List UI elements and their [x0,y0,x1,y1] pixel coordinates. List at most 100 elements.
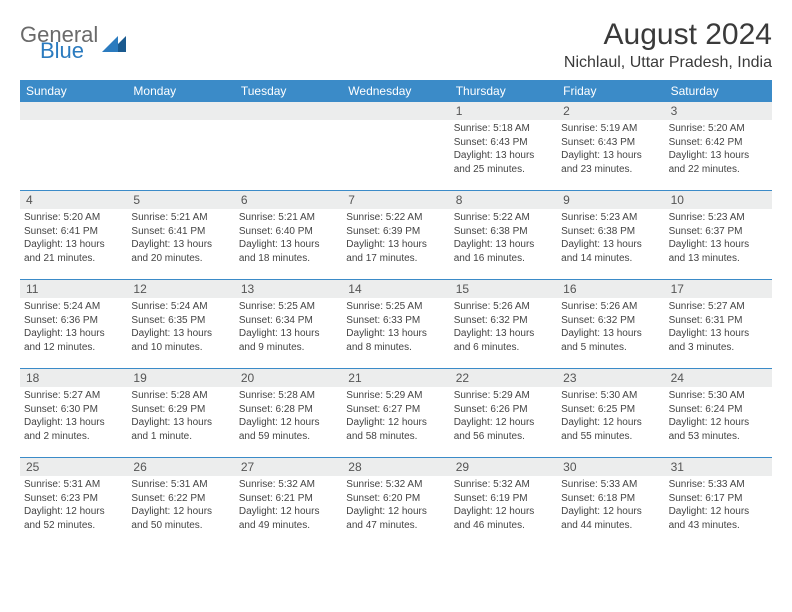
day-number: 2 [557,102,664,120]
day-number: 26 [127,458,234,476]
calendar: SundayMondayTuesdayWednesdayThursdayFrid… [20,80,772,546]
day-cell: 5 Sunrise: 5:21 AMSunset: 6:41 PMDaylight… [127,191,234,279]
day-details: Sunrise: 5:31 AMSunset: 6:23 PMDaylight:… [24,478,123,532]
day-details: Sunrise: 5:27 AMSunset: 6:31 PMDaylight:… [669,300,768,354]
day-details: Sunrise: 5:33 AMSunset: 6:18 PMDaylight:… [561,478,660,532]
day-details: Sunrise: 5:19 AMSunset: 6:43 PMDaylight:… [561,122,660,176]
day-details: Sunrise: 5:31 AMSunset: 6:22 PMDaylight:… [131,478,230,532]
day-cell: 12 Sunrise: 5:24 AMSunset: 6:35 PMDayligh… [127,280,234,368]
day-number: 10 [665,191,772,209]
calendar-week: 18 Sunrise: 5:27 AMSunset: 6:30 PMDayligh… [20,369,772,458]
day-details: Sunrise: 5:29 AMSunset: 6:27 PMDaylight:… [346,389,445,443]
day-number: 24 [665,369,772,387]
logo-text-blue: Blue [40,40,98,62]
day-details: Sunrise: 5:28 AMSunset: 6:29 PMDaylight:… [131,389,230,443]
day-details: Sunrise: 5:20 AMSunset: 6:41 PMDaylight:… [24,211,123,265]
day-number: 18 [20,369,127,387]
day-number: 27 [235,458,342,476]
day-details: Sunrise: 5:26 AMSunset: 6:32 PMDaylight:… [454,300,553,354]
weekday-label: Saturday [665,80,772,102]
day-cell: 19 Sunrise: 5:28 AMSunset: 6:29 PMDayligh… [127,369,234,457]
day-number-empty [342,102,449,120]
day-cell [342,102,449,190]
day-details: Sunrise: 5:20 AMSunset: 6:42 PMDaylight:… [669,122,768,176]
day-number-empty [127,102,234,120]
day-number: 5 [127,191,234,209]
day-number: 17 [665,280,772,298]
day-cell: 22 Sunrise: 5:29 AMSunset: 6:26 PMDayligh… [450,369,557,457]
day-cell: 11 Sunrise: 5:24 AMSunset: 6:36 PMDayligh… [20,280,127,368]
day-number: 12 [127,280,234,298]
day-number: 28 [342,458,449,476]
day-cell: 6Sunrise: 5:21 AMSunset: 6:40 PMDaylight… [235,191,342,279]
day-details: Sunrise: 5:24 AMSunset: 6:35 PMDaylight:… [131,300,230,354]
day-number: 3 [665,102,772,120]
day-details: Sunrise: 5:18 AMSunset: 6:43 PMDaylight:… [454,122,553,176]
page-title: August 2024 [564,18,772,52]
day-details: Sunrise: 5:32 AMSunset: 6:20 PMDaylight:… [346,478,445,532]
weekday-label: Thursday [450,80,557,102]
day-details: Sunrise: 5:23 AMSunset: 6:37 PMDaylight:… [669,211,768,265]
weekday-header-row: SundayMondayTuesdayWednesdayThursdayFrid… [20,80,772,102]
day-cell: 14Sunrise: 5:25 AMSunset: 6:33 PMDayligh… [342,280,449,368]
weekday-label: Friday [557,80,664,102]
day-number-empty [235,102,342,120]
day-cell: 13 Sunrise: 5:25 AMSunset: 6:34 PMDayligh… [235,280,342,368]
day-cell: 31 Sunrise: 5:33 AMSunset: 6:17 PMDayligh… [665,458,772,546]
day-details: Sunrise: 5:29 AMSunset: 6:26 PMDaylight:… [454,389,553,443]
day-number: 11 [20,280,127,298]
day-cell [127,102,234,190]
day-details: Sunrise: 5:22 AMSunset: 6:38 PMDaylight:… [454,211,553,265]
day-details: Sunrise: 5:25 AMSunset: 6:34 PMDaylight:… [239,300,338,354]
day-cell: 18 Sunrise: 5:27 AMSunset: 6:30 PMDayligh… [20,369,127,457]
day-cell: 9 Sunrise: 5:23 AMSunset: 6:38 PMDaylight… [557,191,664,279]
day-cell: 23 Sunrise: 5:30 AMSunset: 6:25 PMDayligh… [557,369,664,457]
day-details: Sunrise: 5:25 AMSunset: 6:33 PMDaylight:… [346,300,445,354]
day-cell: 10 Sunrise: 5:23 AMSunset: 6:37 PMDayligh… [665,191,772,279]
weekday-label: Wednesday [342,80,449,102]
day-details: Sunrise: 5:32 AMSunset: 6:19 PMDaylight:… [454,478,553,532]
day-cell: 15Sunrise: 5:26 AMSunset: 6:32 PMDayligh… [450,280,557,368]
day-details: Sunrise: 5:28 AMSunset: 6:28 PMDaylight:… [239,389,338,443]
day-cell: 8 Sunrise: 5:22 AMSunset: 6:38 PMDaylight… [450,191,557,279]
day-number: 13 [235,280,342,298]
day-cell: 30Sunrise: 5:33 AMSunset: 6:18 PMDayligh… [557,458,664,546]
day-cell: 1 Sunrise: 5:18 AMSunset: 6:43 PMDaylight… [450,102,557,190]
day-number: 23 [557,369,664,387]
day-number: 7 [342,191,449,209]
day-cell: 2 Sunrise: 5:19 AMSunset: 6:43 PMDaylight… [557,102,664,190]
day-details: Sunrise: 5:27 AMSunset: 6:30 PMDaylight:… [24,389,123,443]
day-details: Sunrise: 5:21 AMSunset: 6:41 PMDaylight:… [131,211,230,265]
day-cell: 29Sunrise: 5:32 AMSunset: 6:19 PMDayligh… [450,458,557,546]
day-number: 31 [665,458,772,476]
day-cell: 27Sunrise: 5:32 AMSunset: 6:21 PMDayligh… [235,458,342,546]
calendar-week: 4 Sunrise: 5:20 AMSunset: 6:41 PMDaylight… [20,191,772,280]
day-cell: 24 Sunrise: 5:30 AMSunset: 6:24 PMDayligh… [665,369,772,457]
day-cell: 28 Sunrise: 5:32 AMSunset: 6:20 PMDayligh… [342,458,449,546]
day-details: Sunrise: 5:30 AMSunset: 6:25 PMDaylight:… [561,389,660,443]
day-cell: 17 Sunrise: 5:27 AMSunset: 6:31 PMDayligh… [665,280,772,368]
day-number: 9 [557,191,664,209]
day-number: 19 [127,369,234,387]
day-number: 4 [20,191,127,209]
day-number: 22 [450,369,557,387]
day-cell: 20Sunrise: 5:28 AMSunset: 6:28 PMDayligh… [235,369,342,457]
title-block: August 2024 Nichlaul, Uttar Pradesh, Ind… [564,18,772,72]
day-number: 8 [450,191,557,209]
calendar-body: 1 Sunrise: 5:18 AMSunset: 6:43 PMDaylight… [20,102,772,546]
calendar-week: 25 Sunrise: 5:31 AMSunset: 6:23 PMDayligh… [20,458,772,546]
day-number: 1 [450,102,557,120]
day-cell: 16Sunrise: 5:26 AMSunset: 6:32 PMDayligh… [557,280,664,368]
day-details: Sunrise: 5:33 AMSunset: 6:17 PMDaylight:… [669,478,768,532]
weekday-label: Tuesday [235,80,342,102]
logo: General Blue [20,18,126,62]
day-number: 6 [235,191,342,209]
header: General Blue August 2024 Nichlaul, Uttar… [20,18,772,72]
day-cell: 25 Sunrise: 5:31 AMSunset: 6:23 PMDayligh… [20,458,127,546]
day-details: Sunrise: 5:30 AMSunset: 6:24 PMDaylight:… [669,389,768,443]
calendar-week: 1 Sunrise: 5:18 AMSunset: 6:43 PMDaylight… [20,102,772,191]
day-details: Sunrise: 5:23 AMSunset: 6:38 PMDaylight:… [561,211,660,265]
day-number: 25 [20,458,127,476]
day-details: Sunrise: 5:24 AMSunset: 6:36 PMDaylight:… [24,300,123,354]
day-details: Sunrise: 5:22 AMSunset: 6:39 PMDaylight:… [346,211,445,265]
